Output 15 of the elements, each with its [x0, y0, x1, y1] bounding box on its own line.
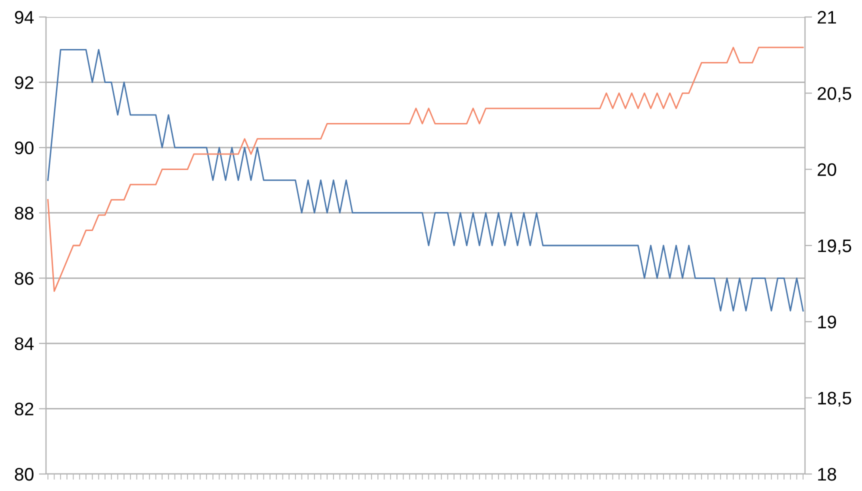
y2-tick-label: 19,5 [818, 239, 852, 254]
y-tick-label: 90 [14, 142, 34, 154]
y-tick-label: 84 [14, 337, 34, 350]
y-tick-label: 92 [14, 76, 34, 90]
y2-tick-label: 20,5 [818, 87, 852, 102]
y2-tick-label: 18,5 [818, 392, 852, 407]
y-tick-label: 88 [14, 206, 34, 220]
y2-tick-label: 19 [818, 316, 836, 328]
y2-tick-label: 21 [818, 10, 836, 24]
y-tick-label: 94 [14, 10, 34, 24]
y-tick-label: 82 [14, 402, 34, 416]
y-tick-label: 80 [14, 468, 34, 481]
y2-tick-label: 20 [818, 163, 836, 176]
y-tick-label: 86 [14, 272, 34, 285]
y2-tick-label: 18 [818, 468, 836, 481]
